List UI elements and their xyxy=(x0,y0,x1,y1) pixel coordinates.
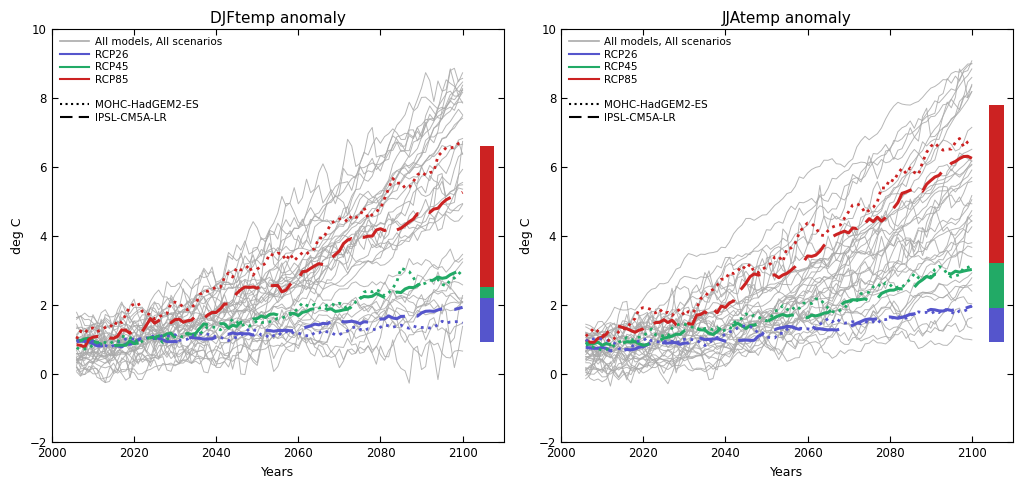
Bar xyxy=(989,104,1004,263)
Y-axis label: deg C: deg C xyxy=(11,218,25,254)
Legend: All models, All scenarios, RCP26, RCP45, RCP85, , MOHC-HadGEM2-ES, IPSL-CM5A-LR: All models, All scenarios, RCP26, RCP45,… xyxy=(565,33,735,127)
Title: JJAtemp anomaly: JJAtemp anomaly xyxy=(722,11,852,26)
Y-axis label: deg C: deg C xyxy=(520,218,534,254)
Legend: All models, All scenarios, RCP26, RCP45, RCP85, , MOHC-HadGEM2-ES, IPSL-CM5A-LR: All models, All scenarios, RCP26, RCP45,… xyxy=(56,33,226,127)
Bar xyxy=(989,204,1004,308)
Bar xyxy=(989,267,1004,343)
Bar xyxy=(480,236,495,297)
X-axis label: Years: Years xyxy=(261,466,294,479)
Title: DJFtemp anomaly: DJFtemp anomaly xyxy=(210,11,346,26)
Bar xyxy=(480,146,495,287)
X-axis label: Years: Years xyxy=(770,466,804,479)
Bar xyxy=(480,270,495,343)
